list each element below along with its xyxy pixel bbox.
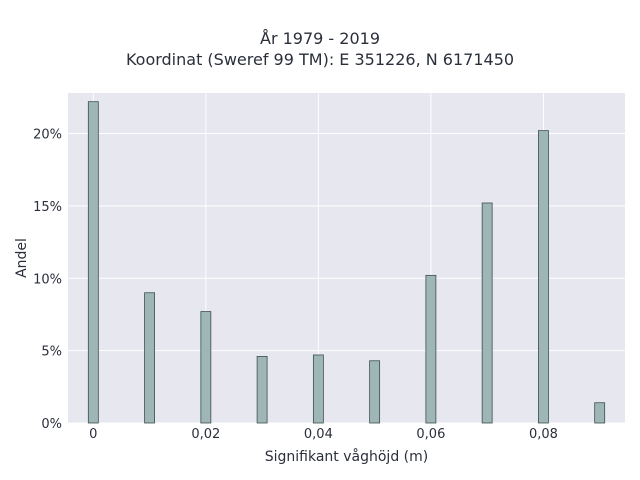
x-tick-labels: 0 0,02 0,04 0,06 0,08 bbox=[89, 427, 558, 442]
x-tick-label: 0,04 bbox=[304, 427, 333, 442]
y-tick-label: 5% bbox=[41, 345, 62, 360]
bar bbox=[256, 356, 268, 424]
chart-title-line1: År 1979 - 2019 bbox=[260, 29, 380, 48]
bars bbox=[87, 101, 606, 424]
bar bbox=[594, 402, 606, 424]
bar bbox=[538, 130, 549, 424]
x-axis-title: Signifikant våghöjd (m) bbox=[265, 448, 428, 465]
bar bbox=[369, 360, 381, 424]
x-tick-label: 0,02 bbox=[191, 427, 220, 442]
y-axis-title: Andel bbox=[14, 238, 30, 278]
y-tick-label: 20% bbox=[33, 128, 62, 143]
bar bbox=[425, 274, 437, 424]
x-tick-label: 0 bbox=[89, 427, 97, 442]
y-tick-labels: 0% 5% 10% 15% 20% bbox=[33, 128, 62, 432]
y-tick-label: 0% bbox=[41, 417, 62, 432]
y-tick-label: 10% bbox=[33, 272, 62, 287]
bar bbox=[87, 101, 99, 424]
bar bbox=[200, 311, 212, 424]
chart-title-line2: Koordinat (Sweref 99 TM): E 351226, N 61… bbox=[125, 50, 515, 69]
x-tick-label: 0,06 bbox=[416, 427, 445, 442]
bar bbox=[312, 354, 324, 424]
bar bbox=[144, 292, 155, 424]
plot-background bbox=[68, 93, 625, 423]
bar bbox=[481, 202, 493, 424]
x-tick-label: 0,08 bbox=[529, 427, 558, 442]
y-tick-label: 15% bbox=[33, 200, 62, 215]
